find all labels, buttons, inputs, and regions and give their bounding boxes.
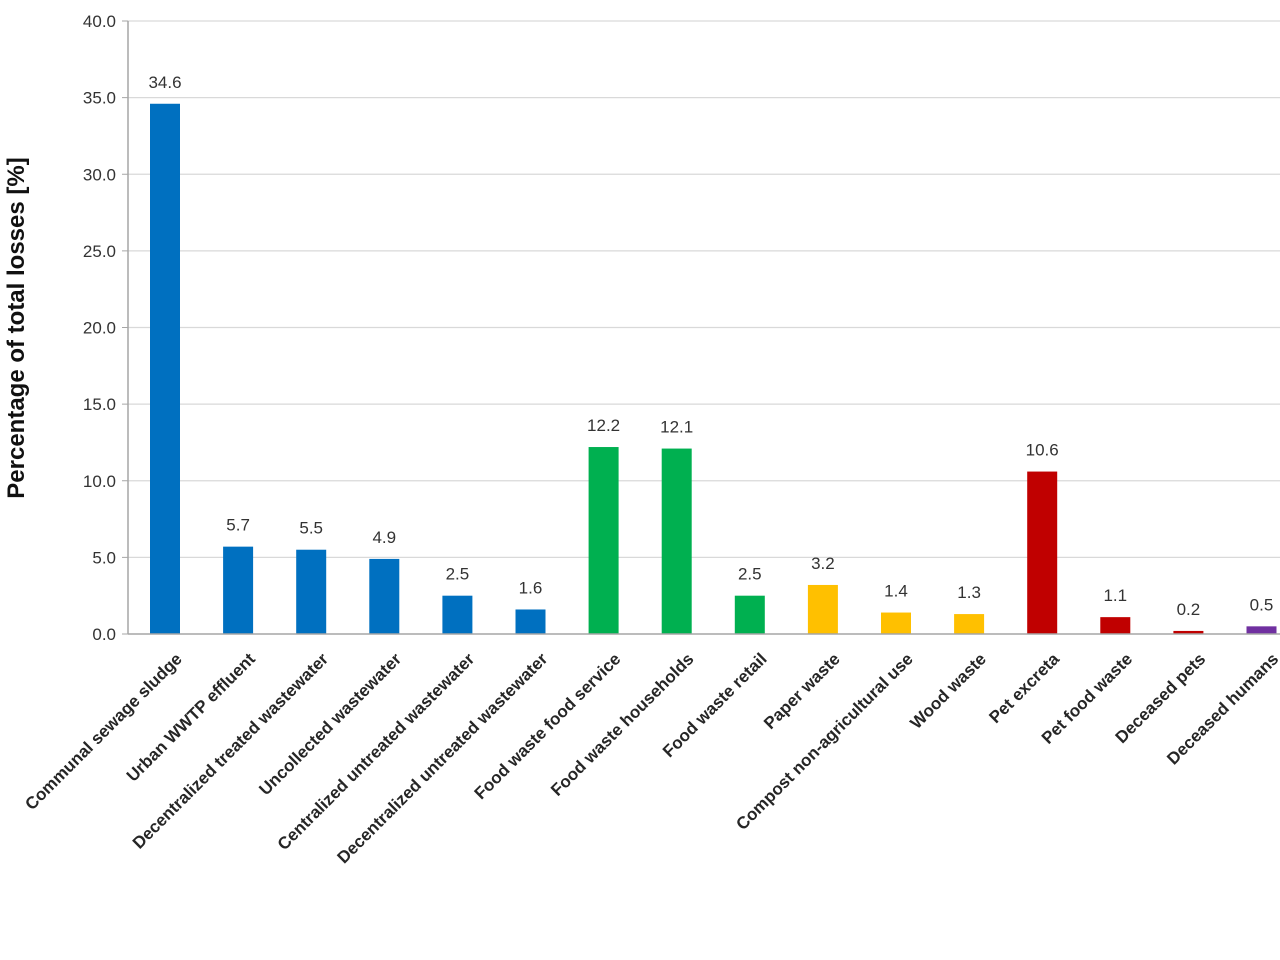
bar	[1027, 472, 1057, 634]
data-label: 5.5	[299, 519, 323, 538]
bar	[954, 614, 984, 634]
y-tick-label: 5.0	[92, 548, 116, 567]
y-tick-label: 35.0	[83, 89, 116, 108]
bar-chart: 0.0 5.0 10.0 15.0 20.0 25.0 30.0 35.0 40.0 34.6 5…	[0, 0, 1280, 960]
data-label: 3.2	[811, 554, 835, 573]
category-label: Food waste food service	[471, 649, 625, 803]
category-label: Urban WWTP effluent	[123, 649, 259, 785]
data-label: 1.6	[519, 578, 543, 597]
bar	[150, 104, 180, 634]
bar	[223, 547, 253, 634]
data-label: 34.6	[148, 73, 181, 92]
category-label: Food waste households	[547, 649, 697, 799]
bars	[150, 104, 1277, 634]
bar	[735, 596, 765, 634]
data-label: 12.1	[660, 418, 693, 437]
data-label: 4.9	[372, 528, 396, 547]
data-label: 1.1	[1103, 586, 1127, 605]
bar	[1100, 617, 1130, 634]
y-tick-label: 25.0	[83, 242, 116, 261]
category-label: Pet excreta	[985, 649, 1063, 727]
category-label: Uncollected wastewater	[255, 649, 405, 799]
data-label: 2.5	[446, 565, 470, 584]
gridlines	[128, 21, 1280, 557]
data-label: 5.7	[226, 516, 250, 535]
bar	[808, 585, 838, 634]
data-label: 0.2	[1177, 600, 1201, 619]
data-label: 2.5	[738, 565, 762, 584]
y-tick-label: 40.0	[83, 12, 116, 31]
data-label: 10.6	[1026, 441, 1059, 460]
data-label: 12.2	[587, 416, 620, 435]
bar	[369, 559, 399, 634]
bar	[442, 596, 472, 634]
data-label: 1.3	[957, 583, 981, 602]
y-tick-label: 30.0	[83, 165, 116, 184]
bar	[589, 447, 619, 634]
y-tick-label: 15.0	[83, 395, 116, 414]
data-label: 0.5	[1250, 595, 1274, 614]
y-axis-title: Percentage of total losses [%]	[3, 157, 30, 498]
category-label: Communal sewage sludge	[21, 649, 185, 813]
y-tick-label: 10.0	[83, 472, 116, 491]
bar	[662, 449, 692, 634]
y-tick-label: 20.0	[83, 319, 116, 338]
bar	[296, 550, 326, 634]
data-label: 1.4	[884, 582, 908, 601]
bar	[1247, 626, 1277, 634]
y-axis-ticks: 0.0 5.0 10.0 15.0 20.0 25.0 30.0 35.0 40.0	[83, 12, 128, 644]
data-labels: 34.6 5.7 5.5 4.9 2.5 1.6 12.2 12.1 2.5 3.2 1.4 1.3 1…	[148, 73, 1273, 619]
bar	[516, 609, 546, 634]
bar	[881, 613, 911, 634]
category-label: Wood waste	[907, 649, 990, 732]
y-tick-label: 0.0	[92, 625, 116, 644]
